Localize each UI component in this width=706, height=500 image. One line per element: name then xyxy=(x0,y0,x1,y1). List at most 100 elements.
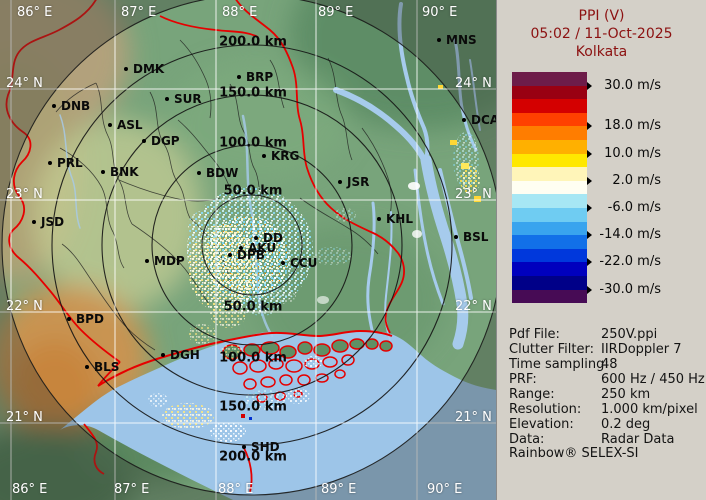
city-dot-icon xyxy=(142,139,146,143)
metadata-row: Elevation: 0.2 deg xyxy=(497,417,706,432)
longitude-label: 89° E xyxy=(321,482,357,497)
longitude-label: 89° E xyxy=(318,5,354,20)
city-marker: KRG xyxy=(262,149,300,163)
metadata-row: PRF: 600 Hz / 450 Hz xyxy=(497,372,706,387)
city-marker: DGP xyxy=(142,134,180,148)
range-ring-label: 50.0 km xyxy=(223,183,283,199)
colorbar-band xyxy=(512,194,587,208)
product-title: PPI (V) xyxy=(578,8,625,24)
metadata-row: Data: Radar Data xyxy=(497,432,706,447)
city-code-label: JSD xyxy=(41,215,65,229)
city-code-label: DPB xyxy=(237,248,265,262)
latitude-label: 23° N xyxy=(6,187,43,202)
city-code-label: BSL xyxy=(463,230,489,244)
city-code-label: BLS xyxy=(94,360,120,374)
velocity-echoes xyxy=(148,85,481,442)
city-code-label: ASL xyxy=(117,118,143,132)
range-ring-label: 100.0 km xyxy=(219,135,287,151)
metadata-label: Data: xyxy=(509,432,545,447)
city-dot-icon xyxy=(32,220,36,224)
city-code-label: BRP xyxy=(246,70,274,84)
city-dot-icon xyxy=(48,161,52,165)
colorbar-band xyxy=(512,262,587,276)
longitude-label: 86° E xyxy=(12,482,48,497)
longitude-label: 86° E xyxy=(17,5,53,20)
colorbar-band xyxy=(512,167,587,181)
city-code-label: PRL xyxy=(57,156,83,170)
city-marker: DMK xyxy=(124,63,164,75)
city-marker: BLS xyxy=(85,360,120,374)
range-ring-label: 150.0 km xyxy=(219,399,287,415)
scale-tick-arrow-icon xyxy=(587,204,592,212)
metadata-label: Clutter Filter: xyxy=(509,342,594,357)
metadata-label: PRF: xyxy=(509,372,537,387)
city-marker: BPD xyxy=(67,313,104,325)
scale-tick-arrow-icon xyxy=(587,286,592,294)
city-dot-icon xyxy=(165,97,169,101)
city-dot-icon xyxy=(437,38,441,42)
city-code-label: DGH xyxy=(170,348,200,362)
city-code-label: MNS xyxy=(446,33,477,47)
software-brand-label: Rainbow® SELEX-SI xyxy=(509,446,639,461)
city-marker: BNK xyxy=(101,166,139,178)
longitude-label: 88° E xyxy=(222,5,258,20)
latitude-label: 21° N xyxy=(6,410,43,425)
city-dot-icon xyxy=(281,261,285,265)
city-code-label: MDP xyxy=(154,254,185,268)
latitude-label: 24° N xyxy=(6,76,43,91)
city-marker: DPB xyxy=(228,248,265,262)
city-code-label: DGP xyxy=(151,134,180,148)
scale-value-label: -14.0 m/s xyxy=(599,227,661,242)
city-code-label: SUR xyxy=(174,92,202,106)
range-ring-label: 150.0 km xyxy=(219,85,287,101)
metadata-value: 1.000 km/pixel xyxy=(601,402,698,417)
city-code-label: SHD xyxy=(251,440,280,454)
city-marker: AKU xyxy=(239,242,276,254)
city-dot-icon xyxy=(377,217,381,221)
station-name: Kolkata xyxy=(575,44,628,60)
city-dot-icon xyxy=(67,317,71,321)
radar-map-canvas xyxy=(0,0,496,500)
colorbar-band xyxy=(512,99,587,113)
colorbar-band xyxy=(512,289,587,304)
city-code-label: DCA xyxy=(471,113,496,127)
scale-tick-arrow-icon xyxy=(587,82,592,90)
range-dim-overlay xyxy=(0,0,496,500)
longitude-label: 90° E xyxy=(427,482,463,497)
city-dot-icon xyxy=(462,118,466,122)
colorbar-band xyxy=(512,248,587,263)
latitude-label: 24° N xyxy=(455,76,492,91)
city-marker: DD xyxy=(254,232,283,244)
city-marker: DNB xyxy=(52,100,90,112)
metadata-label: Resolution: xyxy=(509,402,582,417)
product-datetime: 05:02 / 11-Oct-2025 xyxy=(530,26,673,42)
city-marker: SHD xyxy=(242,440,280,454)
colorbar-band xyxy=(512,72,587,86)
info-panel: PPI (V) 05:02 / 11-Oct-2025 Kolkata 30.0… xyxy=(496,0,706,500)
scale-value-label: -6.0 m/s xyxy=(607,200,661,215)
city-dot-icon xyxy=(161,353,165,357)
city-dot-icon xyxy=(101,170,105,174)
colorbar-band xyxy=(512,221,587,236)
longitude-label: 88° E xyxy=(218,482,254,497)
metadata-row: Clutter Filter: IIRDoppler 7 xyxy=(497,342,706,357)
city-marker: ASL xyxy=(108,118,143,132)
city-marker: SUR xyxy=(165,92,202,106)
colorbar-band xyxy=(512,180,587,195)
longitude-label: 90° E xyxy=(422,5,458,20)
colorbar-band xyxy=(512,112,587,127)
city-dot-icon xyxy=(108,123,112,127)
metadata-row: Range: 250 km xyxy=(497,387,706,402)
city-marker: DCA xyxy=(462,113,496,127)
scale-tick-arrow-icon xyxy=(587,150,592,158)
latlon-grid xyxy=(0,0,496,500)
latitude-label: 22° N xyxy=(455,299,492,314)
scale-value-label: -30.0 m/s xyxy=(599,282,661,297)
range-ring-label: 200.0 km xyxy=(219,449,287,465)
colorbar-band xyxy=(512,275,587,290)
scale-tick-arrow-icon xyxy=(587,231,592,239)
colorbar-band xyxy=(512,207,587,222)
city-code-label: KRG xyxy=(271,149,300,163)
city-code-label: JSR xyxy=(347,175,370,189)
